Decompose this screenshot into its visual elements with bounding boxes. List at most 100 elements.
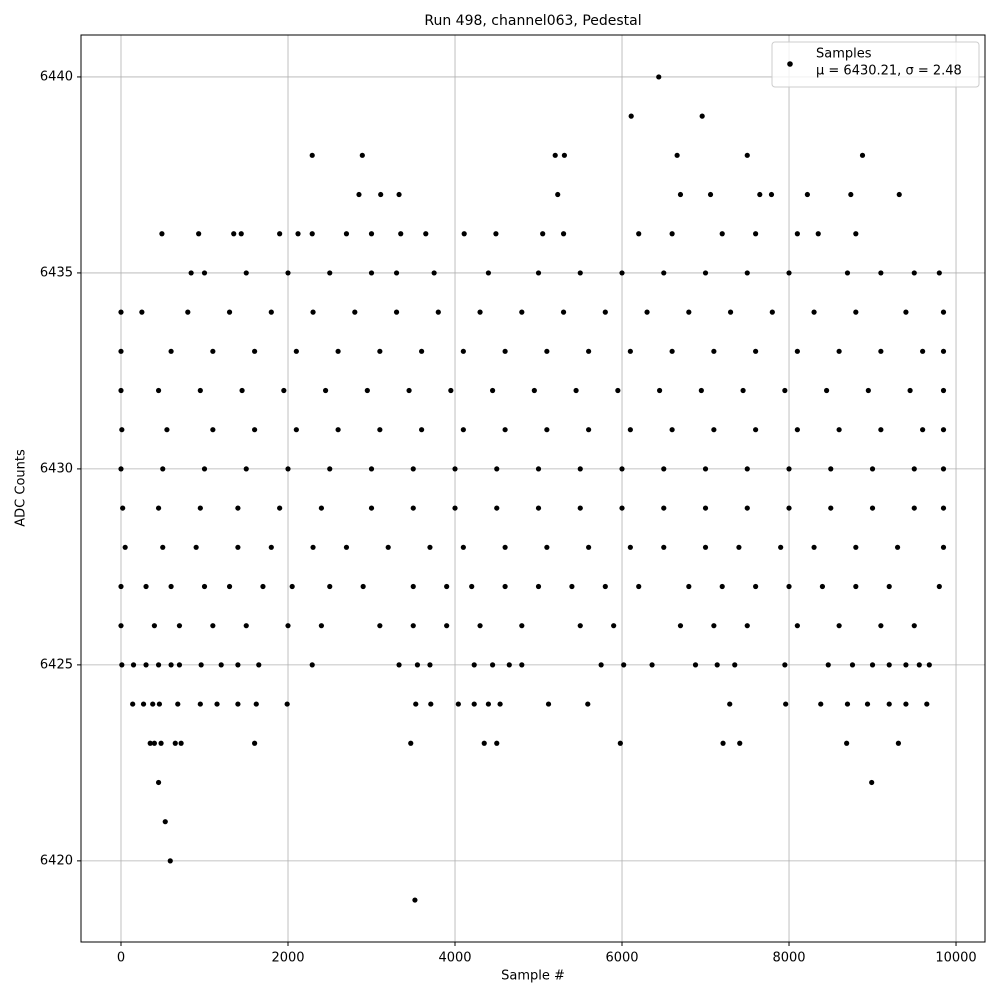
point [427,662,433,668]
point [155,387,162,394]
point [736,544,742,550]
point [119,662,125,668]
point [360,583,366,590]
point [853,231,859,237]
point [702,270,709,276]
point [903,662,909,668]
point [819,583,826,590]
point [410,583,416,590]
y-tick-label: 6420 [40,853,73,868]
point [477,309,483,315]
point [252,427,258,433]
point [786,583,792,590]
point [753,427,759,433]
point [853,309,859,315]
point [886,583,892,590]
point [118,583,124,590]
point [309,152,315,158]
point [732,662,738,668]
point [428,701,434,707]
point [310,309,316,315]
point [560,309,567,315]
point [602,309,608,315]
point [786,270,792,276]
point [252,740,258,746]
point [359,152,365,158]
y-tick-label: 6430 [40,461,73,476]
x-tick-label: 10000 [935,951,976,966]
legend: Samples μ = 6430.21, σ = 2.48 [771,41,980,88]
point [455,701,461,707]
point [656,387,663,394]
point [277,231,283,237]
point [118,309,124,315]
point [460,348,466,354]
point [201,583,208,590]
point [155,662,162,668]
point [719,583,725,590]
point [836,427,842,433]
point [293,348,299,354]
point [577,505,583,511]
point [256,662,262,668]
point [196,231,202,237]
x-tick-label: 8000 [772,951,805,966]
legend-note: μ = 6430.21, σ = 2.48 [816,64,962,79]
y-tick-label: 6435 [40,265,73,280]
point [284,701,290,707]
point [494,466,500,472]
point [936,583,942,590]
point [118,466,124,472]
point [368,231,375,237]
point [201,466,208,472]
point [692,662,699,668]
point [815,231,821,237]
x-axis-label: Sample # [501,969,565,984]
point [669,348,675,354]
point [757,191,763,198]
x-tick-label: 6000 [605,951,638,966]
point [410,623,416,629]
point [368,505,375,511]
point [489,387,496,394]
point [150,701,156,707]
point [911,466,917,472]
point [627,544,633,550]
point [210,623,216,629]
point [535,270,542,276]
point [147,740,153,746]
point [139,309,145,315]
point [322,387,329,394]
point [427,544,433,550]
point [159,231,165,237]
point [155,505,162,511]
point [836,348,842,354]
point [794,231,800,237]
point [894,544,901,550]
point [494,505,500,511]
point [253,701,259,707]
point [158,740,164,746]
point [176,662,183,668]
point [586,427,592,433]
point [714,662,720,668]
point [911,505,917,511]
point [289,583,295,590]
point [535,583,542,590]
point [686,309,692,315]
point [677,623,684,629]
point [727,309,734,315]
point [702,466,709,472]
point [878,623,884,629]
point [720,740,726,746]
point [740,387,746,394]
point [309,662,315,668]
point [531,387,537,394]
point [878,427,884,433]
point [859,152,866,158]
point [869,779,875,786]
point [744,466,750,472]
point [156,701,163,707]
point [335,427,341,433]
